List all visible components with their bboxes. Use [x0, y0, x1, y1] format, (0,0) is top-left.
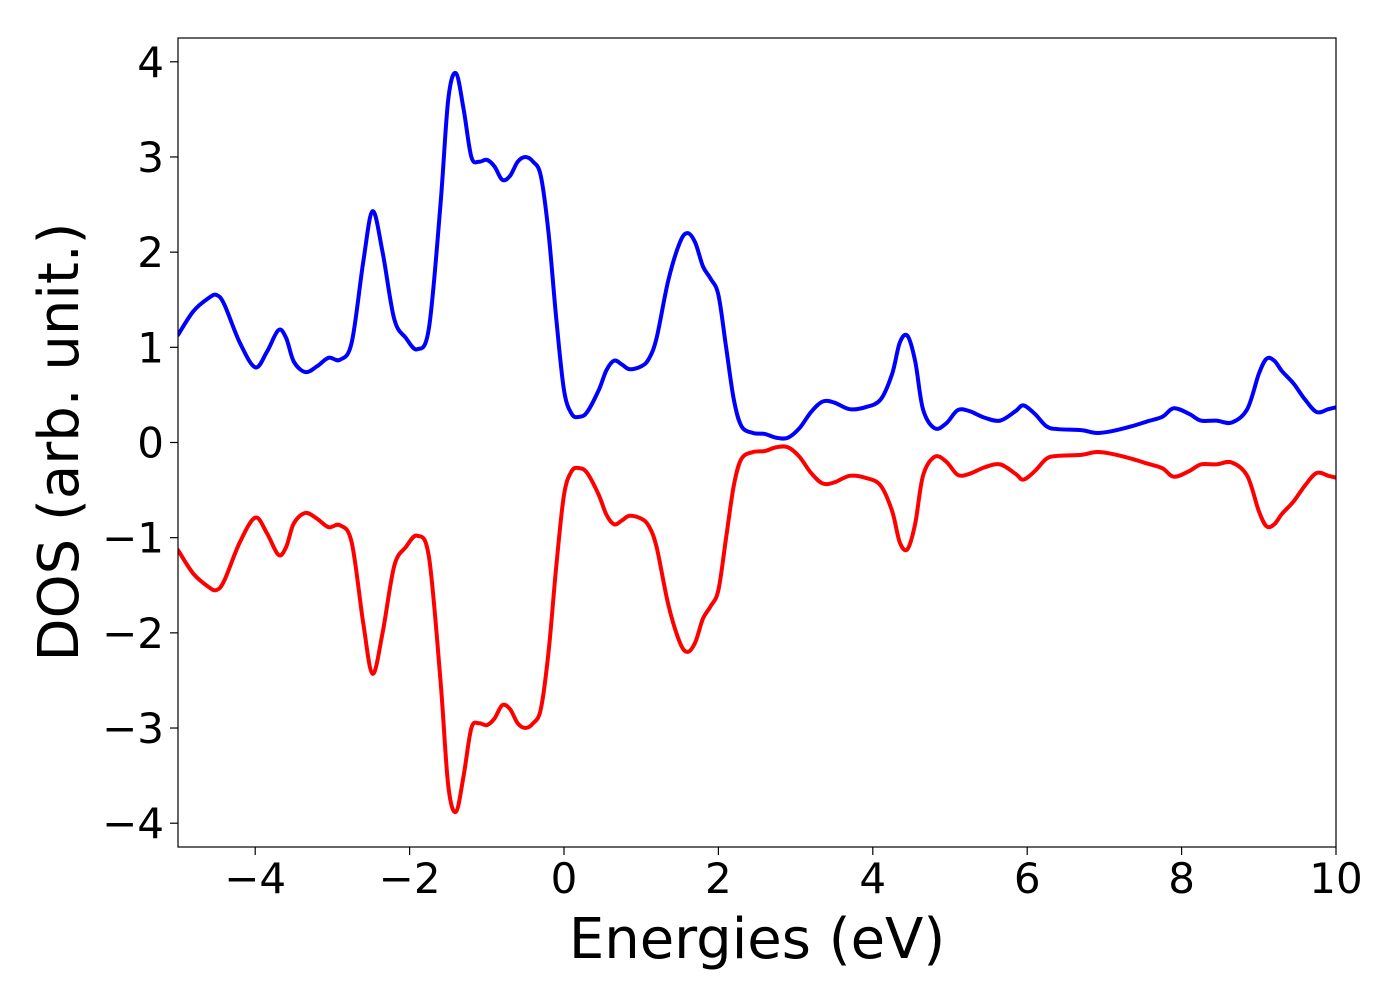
y-axis: −4 −3 −2 −1 0 1 2 3 4	[102, 38, 178, 848]
series-layer	[178, 71, 1336, 814]
x-tick-label: 10	[1309, 854, 1362, 903]
x-tick-label: 8	[1168, 854, 1195, 903]
y-tick-label: −2	[102, 609, 164, 658]
y-tick-label: 0	[137, 419, 164, 468]
y-axis-title: DOS (arb. unit.)	[27, 222, 92, 661]
y-tick-label: −3	[102, 704, 164, 753]
x-tick-label: 6	[1014, 854, 1041, 903]
x-axis-title: Energies (eV)	[569, 907, 945, 972]
y-tick-label: −1	[102, 514, 164, 563]
x-tick-label: 2	[705, 854, 732, 903]
x-axis: −4 −2 0 2 4 6 8 10	[224, 847, 1363, 903]
y-tick-label: 1	[137, 323, 164, 372]
series-line-1	[178, 71, 1336, 441]
y-tick-label: −4	[102, 799, 164, 848]
x-tick-label: −4	[224, 854, 286, 903]
y-tick-label: 4	[137, 38, 164, 87]
series-line-2	[178, 444, 1336, 814]
y-tick-label: 3	[137, 133, 164, 182]
x-tick-label: −2	[379, 854, 441, 903]
y-tick-label: 2	[137, 228, 164, 277]
x-tick-label: 0	[551, 854, 578, 903]
x-tick-label: 4	[859, 854, 886, 903]
